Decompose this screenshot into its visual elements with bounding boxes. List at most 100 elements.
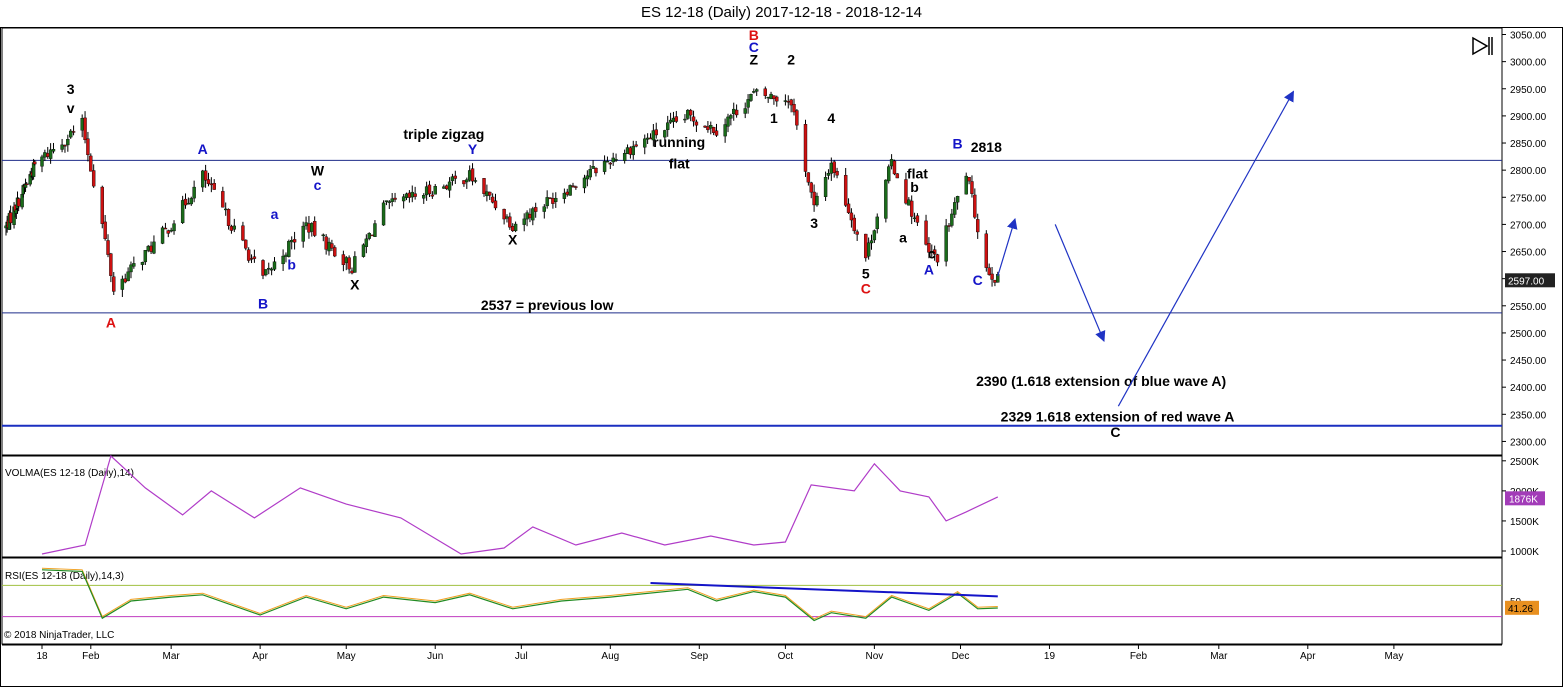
- candle-body: [511, 225, 515, 232]
- wave-label: X: [508, 231, 518, 247]
- candle-body: [364, 238, 369, 247]
- price-y-tick-label: 2650.00: [1510, 248, 1547, 259]
- volma-badge: [1505, 491, 1545, 506]
- candle-body: [884, 179, 888, 219]
- candle-body: [312, 221, 317, 236]
- candle-body: [470, 168, 475, 182]
- candle-body: [267, 267, 271, 270]
- candle-body: [732, 108, 736, 115]
- candle-body: [307, 223, 311, 233]
- candle-body: [66, 139, 70, 146]
- candle-body: [955, 196, 960, 203]
- candle-body: [244, 239, 248, 249]
- wave-label: 2818: [971, 139, 1002, 155]
- projection-arrow: [997, 217, 1018, 277]
- wave-label: C: [1110, 424, 1120, 440]
- candle-body: [20, 194, 24, 208]
- x-tick-label: Feb: [82, 651, 100, 662]
- wave-label: Z: [750, 51, 759, 67]
- candle-body: [186, 202, 191, 205]
- projection-arrow: [1117, 90, 1294, 407]
- last-price-value: 2597.00: [1508, 276, 1545, 287]
- candle-body: [703, 125, 707, 128]
- candle-body: [932, 249, 937, 255]
- candle-body: [163, 227, 168, 230]
- candle-body: [373, 223, 377, 237]
- candle-body: [447, 181, 452, 191]
- rsi-title: RSI(ES 12-18 (Daily),14,3): [5, 571, 124, 582]
- chart-title: ES 12-18 (Daily) 2017-12-18 - 2018-12-14: [641, 4, 922, 21]
- candle-body: [754, 89, 759, 92]
- candle-body: [33, 161, 37, 165]
- candle-body: [628, 147, 633, 155]
- candle-body: [548, 197, 552, 199]
- candle-body: [654, 129, 658, 136]
- candle-body: [709, 125, 713, 129]
- candle-body: [769, 93, 773, 100]
- candle-body: [915, 215, 920, 223]
- candle-body: [525, 212, 529, 220]
- wave-label: flat: [907, 165, 928, 181]
- candle-body: [292, 239, 297, 243]
- volma-last-value: 1876K: [1509, 494, 1538, 505]
- candle-body: [89, 155, 93, 172]
- candle-body: [775, 96, 779, 102]
- candle-body: [993, 279, 997, 283]
- candle-body: [852, 217, 856, 232]
- candle-body: [855, 231, 859, 235]
- price-y-tick-label: 2900.00: [1510, 112, 1547, 123]
- panel-collapse-icon[interactable]: [1472, 36, 1493, 56]
- wave-label: c: [928, 246, 936, 262]
- candle-body: [281, 255, 285, 265]
- x-tick-label: Apr: [1300, 651, 1316, 662]
- candle-body: [149, 245, 153, 252]
- candle-body: [849, 212, 854, 221]
- candle-body: [63, 144, 67, 147]
- x-tick-label: Dec: [952, 651, 970, 662]
- candle-body: [246, 249, 251, 261]
- candle-body: [413, 193, 417, 197]
- candle-body: [272, 261, 277, 270]
- candle-body: [752, 91, 756, 93]
- candle-body: [987, 267, 991, 275]
- candle-body: [909, 200, 914, 217]
- candle-body: [201, 170, 205, 188]
- candle-body: [734, 109, 739, 116]
- candle-body: [562, 192, 567, 199]
- wave-label: 1: [770, 110, 778, 126]
- rsi-signal-line: [41, 567, 998, 620]
- candle-body: [686, 109, 690, 119]
- candle-body: [950, 213, 954, 226]
- candle-body: [103, 221, 107, 240]
- candle-body: [846, 203, 851, 213]
- candle-body: [743, 108, 747, 114]
- candle-body: [321, 234, 325, 237]
- candle-body: [465, 179, 469, 183]
- candle-body: [947, 225, 951, 227]
- candle-body: [990, 273, 994, 280]
- candle-body: [826, 173, 831, 176]
- candle-body: [533, 207, 538, 212]
- candle-body: [106, 240, 110, 255]
- candle-body: [46, 153, 50, 157]
- price-y-tick-label: 2450.00: [1510, 356, 1547, 367]
- price-y-tick-label: 2750.00: [1510, 193, 1547, 204]
- candle-body: [964, 175, 968, 195]
- candle-body: [25, 183, 29, 185]
- wave-label: b: [910, 179, 919, 195]
- price-y-tick-label: 2300.00: [1510, 437, 1547, 448]
- candle-body: [694, 121, 699, 126]
- candle-body: [450, 176, 455, 182]
- wave-label: a: [271, 206, 279, 222]
- candle-body: [370, 234, 374, 237]
- candle-body: [691, 116, 696, 122]
- candle-body: [809, 182, 813, 193]
- candle-body: [588, 168, 592, 178]
- candle-body: [625, 147, 630, 155]
- candle-body: [327, 241, 331, 252]
- wave-label: W: [311, 163, 325, 179]
- volma-y-tick-label: 2500K: [1510, 457, 1539, 468]
- candle-body: [180, 200, 185, 224]
- candle-body: [169, 229, 173, 232]
- candle-body: [875, 216, 879, 230]
